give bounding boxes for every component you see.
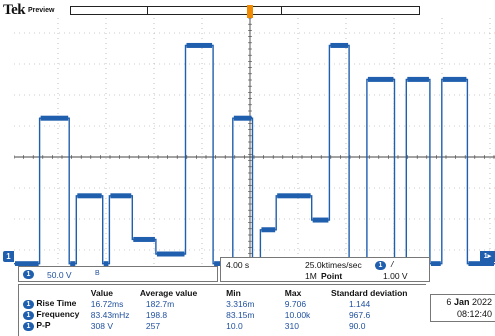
channel1-badge: 1 [23,311,34,320]
measurement-row[interactable]: 1 Rise Time 16.72ms 182.7m 3.316m 9.706 … [23,298,426,309]
trigger-position-icon[interactable] [247,5,253,18]
measurement-max: 9.706 [284,298,307,309]
measurement-header: Value [90,288,113,298]
sample-rate: 25.0ktimes/sec [305,260,362,270]
measurement-min: 83.15m [226,309,255,320]
measurement-panel: Value Average value Min Max Standard dev… [18,284,426,336]
record-view-window[interactable] [147,6,282,15]
measurement-value: 83.43mHz [90,309,130,320]
acquisition-mode: Preview [28,7,55,14]
measurement-std: 1.144 [348,298,371,309]
channel1-badge: 1 [23,322,34,331]
trigger-level: 1.00 V [383,271,408,281]
measurement-header: Min [226,288,241,298]
waveform-plateau [233,115,252,121]
measurement-header: Average value [139,288,198,298]
waveform-plateau [40,115,69,121]
waveform-plateau [277,193,311,199]
waveform-plateau [156,251,185,257]
trigger-slope-icon: / [391,259,394,269]
waveform-plateau [77,193,102,199]
waveform-graticule[interactable] [14,18,495,266]
bandwidth-limit-icon: B [95,270,100,277]
measurement-header [23,288,91,298]
waveform-plateau [407,76,429,82]
timebase-box[interactable]: 4.00 s 25.0ktimes/sec 1M Point 1 / 1.00 … [220,257,430,282]
measurement-std: 967.6 [348,309,371,320]
measurement-value: 308 V [90,320,113,331]
waveform-plateau [330,42,349,48]
measurement-value: 16.72ms [90,298,124,309]
waveform-plateau [15,261,39,266]
measurement-min: 10.0 [226,320,243,331]
date-year: 2022 [471,297,492,307]
waveform-plateau [367,76,394,82]
measurement-header: Max [284,288,302,298]
waveform-plateau [133,236,155,242]
clock-time: 08:12:40 [456,309,492,319]
waveform-plateau [103,261,109,266]
measurement-label: 1 Frequency [23,309,91,320]
channel1-badge: 1 [23,270,34,279]
waveform-plateau [468,261,494,266]
waveform-plateau [186,42,213,48]
record-length-label: Point [321,271,343,281]
measurement-average: 257 [145,320,161,331]
channel1-right-marker: 1▸ [480,251,495,262]
channel1-scale: 50.0 V [47,270,72,280]
trigger-source-badge: 1 [375,261,386,270]
measurement-label: 1 Rise Time [23,298,91,309]
measurement-header-row: Value Average value Min Max Standard dev… [23,288,426,298]
channel1-badge: 1 [23,300,34,309]
channel1-ground-marker[interactable]: 1 [3,251,14,262]
measurement-max: 310 [284,320,299,331]
measurement-row[interactable]: 1 P-P 308 V 257 10.0 310 90.0 [23,320,426,331]
tek-logo: Tek [3,2,26,18]
horizontal-scale: 4.00 s [226,260,250,270]
date-day: 6 [446,297,452,307]
waveform-plateau [442,76,467,82]
channel-scale-box[interactable]: 1 50.0 V B [18,266,218,282]
measurement-max: 10.00k [284,309,311,320]
measurement-header: Standard deviation [330,288,408,298]
measurement-min: 3.316m [226,298,255,309]
measurement-label: 1 P-P [23,320,91,331]
waveform-plateau [312,217,329,223]
waveform-plateau [261,227,276,233]
waveform-plateau [430,261,441,266]
measurement-row[interactable]: 1 Frequency 83.43mHz 198.8 83.15m 10.00k… [23,309,426,320]
date-month: Jan [453,297,470,307]
measurement-table: Value Average value Min Max Standard dev… [23,288,426,331]
measurement-average: 198.8 [145,309,168,320]
waveform-plateau [110,193,132,199]
record-length: 1M [305,271,317,281]
measurement-average: 182.7m [145,298,175,309]
date-time-display: 6 Jan 2022 08:12:40 [430,294,495,322]
measurement-std: 90.0 [348,320,366,331]
waveform-plateau [70,261,76,266]
